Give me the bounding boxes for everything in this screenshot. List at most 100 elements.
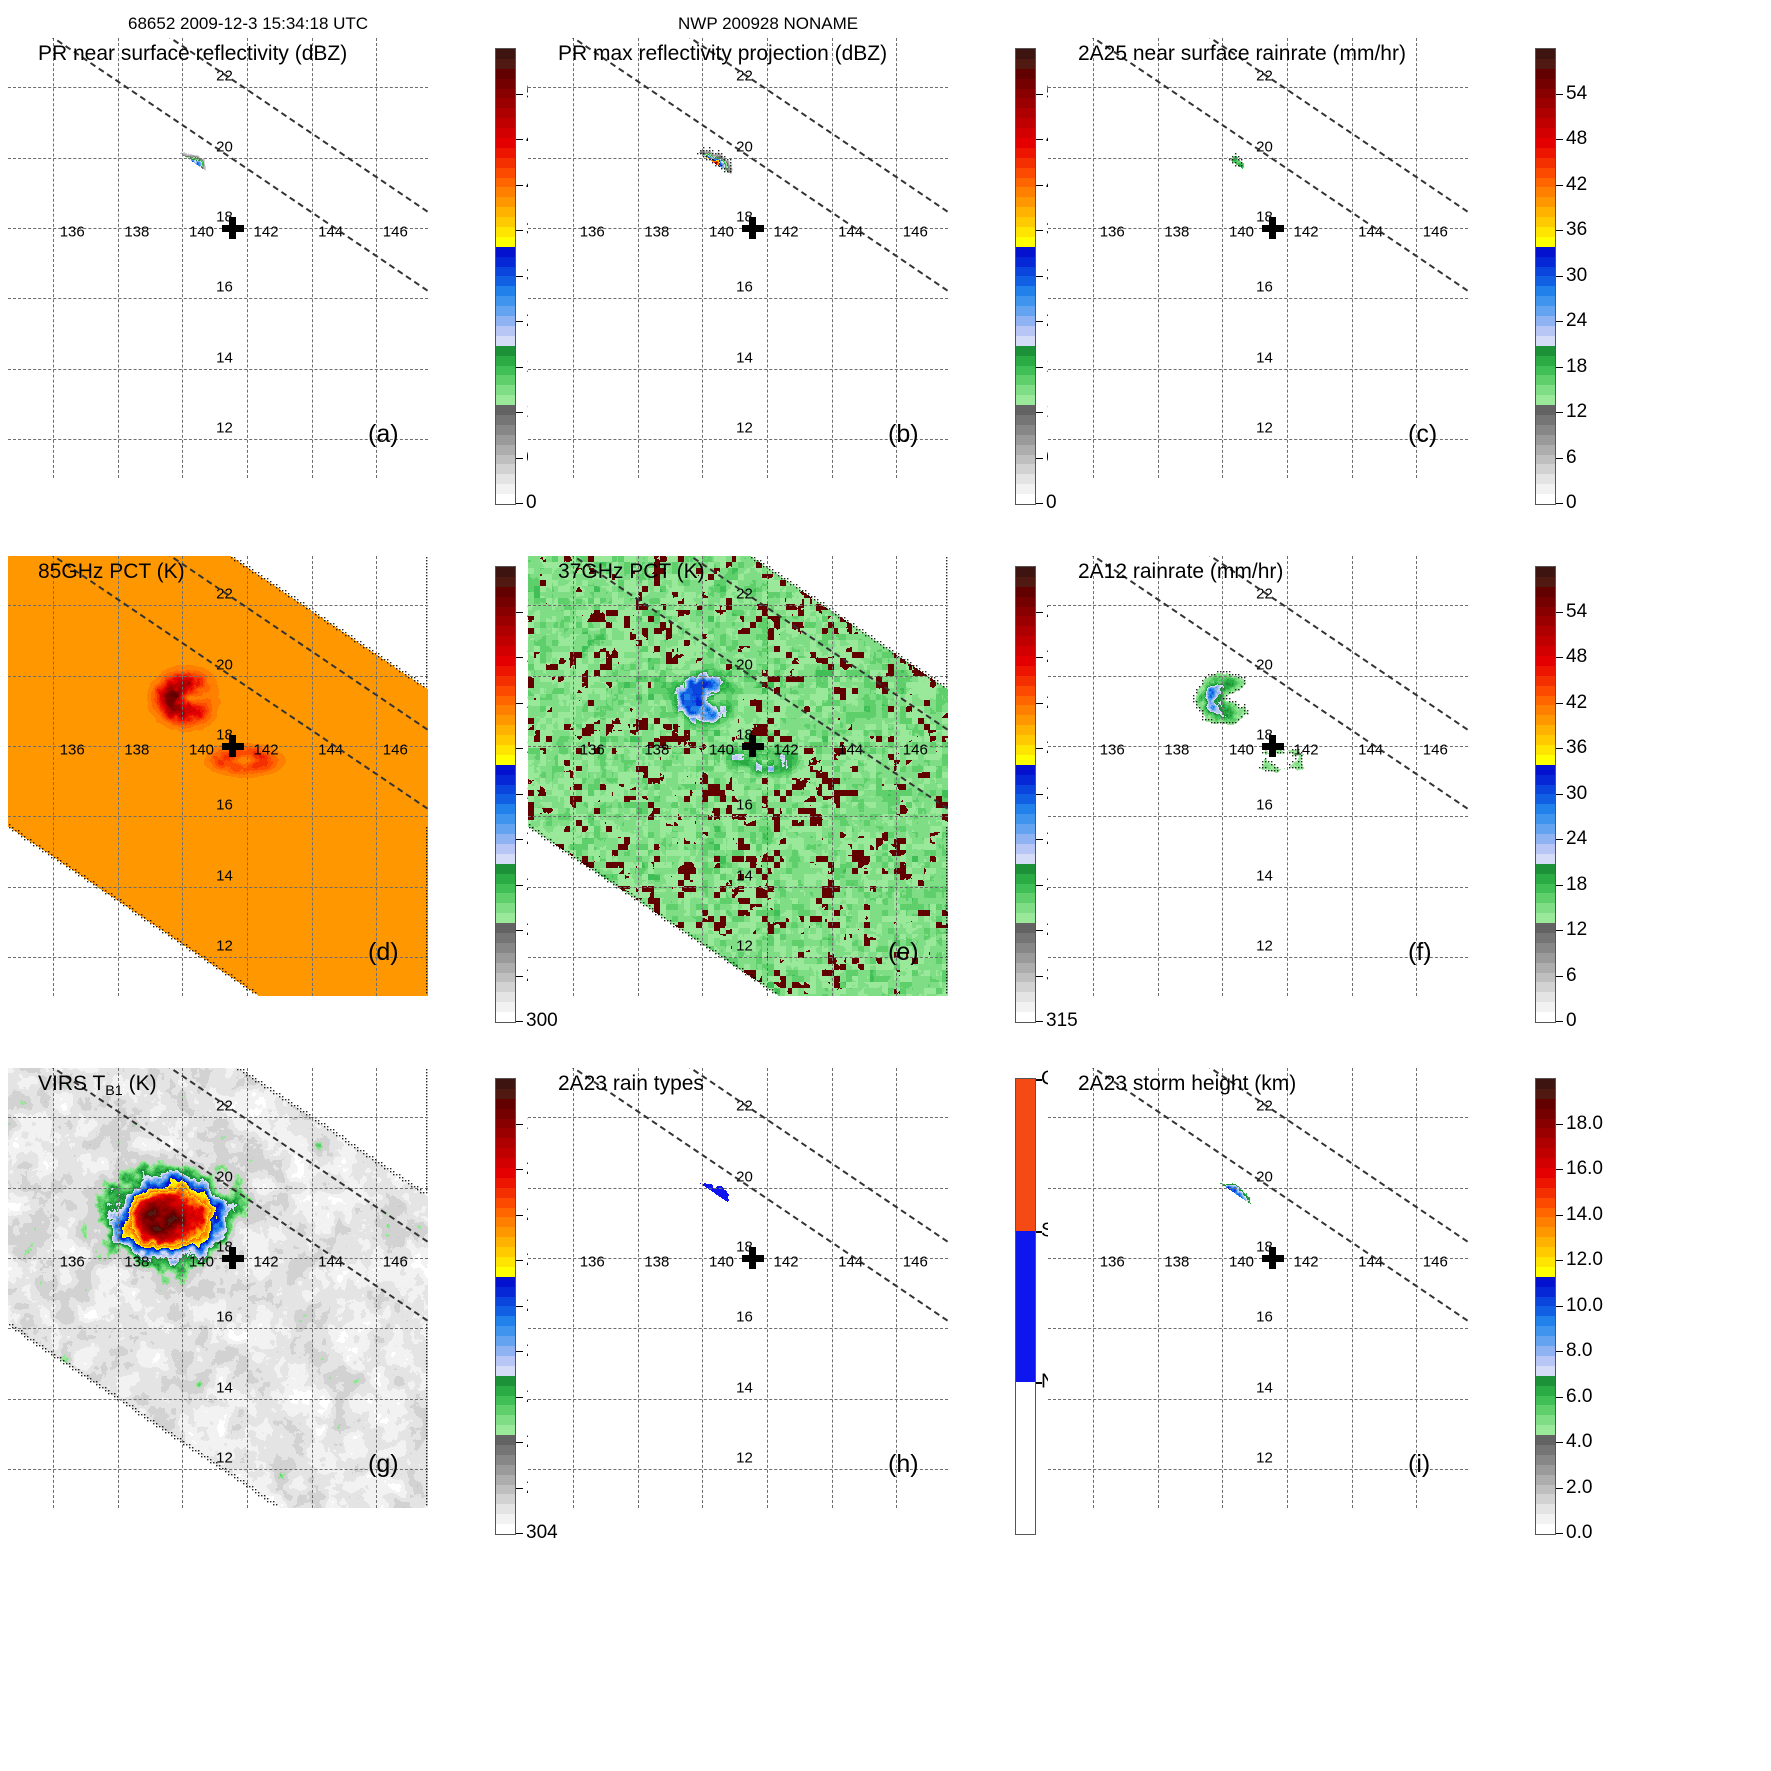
colorbar-segment	[1536, 576, 1555, 587]
colorbar-segment	[1016, 177, 1035, 188]
colorbar-tick	[1556, 1396, 1563, 1398]
colorbar-tick	[1556, 975, 1563, 977]
panel-title-b: PR max reflectivity projection (dBZ)	[558, 42, 888, 65]
colorbar-segment	[496, 1079, 515, 1089]
colorbar-segment	[1536, 385, 1555, 396]
center-marker-vertical	[749, 735, 757, 758]
colorbar-segment	[1016, 685, 1035, 696]
colorbar-segment	[1536, 1326, 1555, 1337]
colorbar-tick	[1556, 321, 1563, 322]
lat-tick-label-14: 14	[736, 349, 753, 367]
colorbar-segment	[1536, 982, 1555, 993]
colorbar-i: 18.0 16.0 14.0 12.0 10.0 8.0 6.0 4.0 2.0 0.0	[1535, 1078, 1675, 1543]
colorbar-segment	[1016, 715, 1035, 726]
lat-tick-label-18: 18	[1256, 726, 1273, 744]
lon-tick-label-144: 144	[318, 741, 344, 759]
colorbar-segment	[1536, 128, 1555, 139]
colorbar-segment	[496, 992, 515, 1003]
colorbar-gradient-b	[1015, 48, 1036, 505]
colorbar-segment	[496, 1435, 515, 1445]
lon-tick-label-142: 142	[1293, 223, 1319, 241]
colorbar-segment	[1536, 1118, 1555, 1129]
field-canvas-i	[1048, 1068, 1468, 1508]
colorbar-segment	[1536, 1375, 1555, 1386]
lon-tick-label-138: 138	[124, 741, 150, 759]
colorbar-segment	[1536, 843, 1555, 854]
lon-tick-label-136: 136	[59, 223, 85, 241]
colorbar-tick	[516, 1533, 523, 1534]
colorbar-segment	[1536, 1168, 1555, 1178]
colorbar-segment	[1016, 405, 1035, 415]
lat-tick-label-16: 16	[736, 278, 753, 296]
figure-header-left: 68652 2009-12-3 15:34:18 UTC	[128, 14, 369, 33]
colorbar-segment	[1016, 325, 1035, 336]
colorbar-tick	[1036, 657, 1043, 658]
colorbar-segment	[496, 296, 515, 307]
colorbar-segment	[496, 735, 515, 746]
colorbar-tick	[516, 884, 523, 886]
colorbar-tick-label: 54	[1566, 82, 1588, 104]
colorbar-segment	[496, 1444, 515, 1455]
field-canvas-h	[528, 1068, 948, 1508]
colorbar-segment	[496, 217, 515, 228]
colorbar-segment	[1016, 355, 1035, 366]
colorbar-segment	[496, 863, 515, 874]
colorbar-segment	[1536, 992, 1555, 1003]
colorbar-tick	[516, 1442, 523, 1443]
colorbar-segment	[1536, 774, 1555, 785]
colorbar-segment	[1536, 1464, 1555, 1475]
map-i: 136 138 140 142 144 146 12 14 16 18 20 22	[1048, 1068, 1468, 1508]
colorbar-segment	[1536, 764, 1555, 775]
center-marker-vertical	[229, 735, 237, 758]
lat-tick-label-20: 20	[736, 138, 753, 156]
colorbar-segment	[1016, 656, 1035, 666]
lon-tick-label-144: 144	[318, 223, 344, 241]
colorbar-segment	[496, 78, 515, 89]
colorbar-segment	[1016, 636, 1035, 647]
colorbar-tick	[1556, 230, 1563, 231]
colorbar-segment	[1536, 227, 1555, 237]
colorbar-segment	[1016, 147, 1035, 158]
colorbar-tick-label: 0	[526, 492, 537, 513]
field-canvas-g	[8, 1068, 428, 1508]
colorbar-tick-label: 54	[1566, 600, 1588, 622]
colorbar-segment	[1536, 88, 1555, 99]
colorbar-segment	[1536, 1346, 1555, 1356]
lat-tick-label-16: 16	[216, 278, 233, 296]
colorbar-tick	[516, 275, 523, 277]
colorbar-tick-label: 300	[526, 1010, 558, 1031]
colorbar-gradient-f	[1535, 566, 1556, 1023]
colorbar-tick-label: 12	[1566, 919, 1588, 940]
colorbar-segment	[496, 1247, 515, 1258]
colorbar-segment	[496, 1128, 515, 1139]
lat-tick-label-22: 22	[736, 67, 753, 85]
colorbar-segment	[1536, 1079, 1555, 1089]
colorbar-tick	[516, 1169, 523, 1170]
colorbar-segment	[496, 883, 515, 894]
colorbar-segment	[496, 1168, 515, 1178]
lat-tick-label-20: 20	[736, 1168, 753, 1186]
colorbar-tick-label: 10.0	[1566, 1294, 1603, 1316]
colorbar-tick-label: 48	[1566, 646, 1588, 667]
colorbar-segment	[1536, 464, 1555, 475]
colorbar-segment	[496, 705, 515, 716]
lon-tick-label-136: 136	[1099, 223, 1125, 241]
colorbar-segment	[1536, 49, 1555, 59]
legend-tick	[1036, 1382, 1042, 1385]
colorbar-segment	[1016, 982, 1035, 993]
lon-tick-label-142: 142	[1293, 1253, 1319, 1271]
colorbar-segment	[496, 1405, 515, 1416]
colorbar-segment	[1536, 1484, 1555, 1495]
colorbar-segment	[1536, 863, 1555, 874]
panel-letter-e: (e)	[888, 938, 919, 966]
colorbar-segment	[1536, 1227, 1555, 1238]
lon-tick-label-136: 136	[579, 1253, 605, 1271]
colorbar-tick-label: 18	[1566, 355, 1588, 377]
lat-tick-label-22: 22	[736, 1097, 753, 1115]
colorbar-segment	[496, 962, 515, 973]
colorbar-tick	[516, 611, 523, 613]
colorbar-segment	[1016, 49, 1035, 59]
colorbar-segment	[496, 1257, 515, 1267]
lon-tick-label-142: 142	[253, 223, 279, 241]
